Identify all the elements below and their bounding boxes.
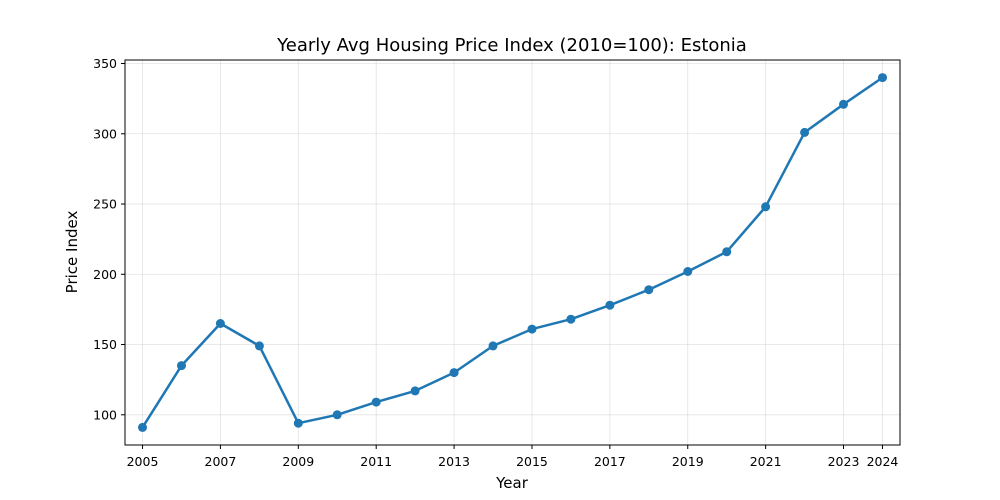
x-tick-label: 2023 bbox=[828, 454, 860, 469]
x-tick-label: 2005 bbox=[127, 454, 159, 469]
data-point bbox=[254, 341, 264, 351]
data-point bbox=[683, 267, 693, 276]
data-point bbox=[449, 368, 459, 378]
x-tick-label: 2021 bbox=[750, 454, 782, 469]
data-point bbox=[332, 410, 342, 420]
x-tick-label: 2007 bbox=[205, 454, 237, 469]
data-point bbox=[527, 324, 537, 334]
data-point bbox=[800, 127, 810, 137]
y-tick-label: 300 bbox=[93, 126, 117, 141]
x-tick-label: 2024 bbox=[867, 454, 899, 469]
x-tick-label: 2017 bbox=[594, 454, 626, 469]
x-tick-label: 2013 bbox=[438, 454, 470, 469]
data-point bbox=[839, 99, 848, 109]
y-tick-label: 150 bbox=[93, 337, 117, 352]
x-tick-label: 2019 bbox=[672, 454, 704, 469]
data-point bbox=[371, 397, 381, 407]
y-axis-label: Price Index bbox=[63, 211, 81, 294]
grid-lines bbox=[125, 60, 900, 445]
data-point bbox=[488, 341, 498, 351]
data-point bbox=[215, 319, 225, 328]
y-tick-label: 250 bbox=[93, 197, 117, 212]
chart-title: Yearly Avg Housing Price Index (2010=100… bbox=[276, 35, 747, 56]
data-point bbox=[566, 314, 576, 324]
data-point bbox=[410, 386, 420, 396]
data-point bbox=[761, 202, 771, 212]
data-point bbox=[722, 247, 732, 257]
plot-area-frame bbox=[124, 59, 901, 446]
y-tick-label: 350 bbox=[93, 56, 117, 71]
data-point bbox=[177, 361, 186, 371]
data-point bbox=[293, 418, 303, 428]
y-axis-ticks: 100 150 200 250 300 350 bbox=[93, 56, 125, 422]
x-axis-ticks: 2005 2007 2009 2011 2013 2015 2017 2019 2021 2023… bbox=[127, 445, 899, 469]
y-tick-label: 100 bbox=[93, 407, 117, 422]
data-point bbox=[605, 300, 615, 310]
x-tick-label: 2015 bbox=[516, 454, 548, 469]
x-axis-label: Year bbox=[495, 474, 529, 492]
y-tick-label: 200 bbox=[93, 267, 117, 282]
x-tick-label: 2011 bbox=[360, 454, 392, 469]
x-tick-label: 2009 bbox=[282, 454, 314, 469]
data-point bbox=[878, 73, 887, 83]
data-series bbox=[138, 73, 887, 432]
series-line bbox=[141, 76, 884, 429]
data-point bbox=[644, 285, 654, 295]
data-point bbox=[138, 422, 147, 432]
